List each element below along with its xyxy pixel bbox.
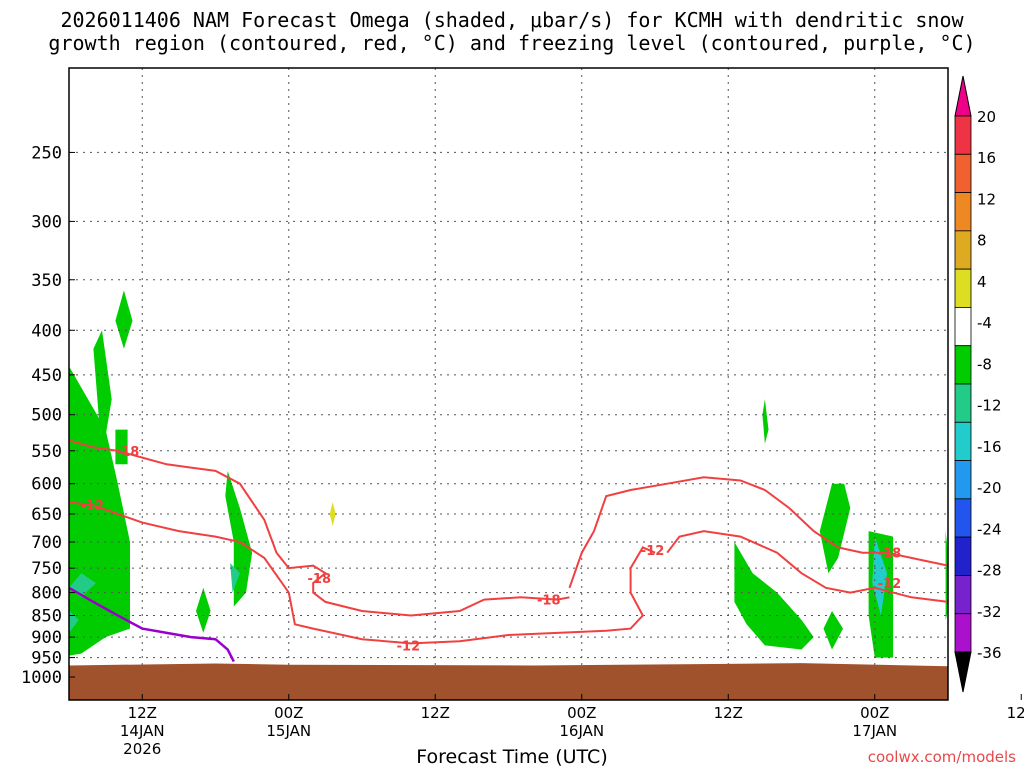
chart-title-line1: 2026011406 NAM Forecast Omega (shaded, μ…	[60, 8, 964, 32]
omega-region-3	[115, 429, 128, 465]
colorbar-label-13: -36	[977, 644, 1002, 662]
chart-title-line2: growth region (contoured, red, °C) and f…	[48, 31, 976, 55]
contour-label-4: -18	[537, 594, 561, 609]
xtick-date-1: 15JAN	[266, 722, 311, 740]
dgz-minus18-contour-1	[568, 476, 949, 589]
ytick-label-450: 450	[31, 366, 62, 386]
colorbar-top-arrow	[954, 75, 972, 117]
ytick-label-350: 350	[31, 271, 62, 291]
colorbar-label-7: -12	[977, 397, 1002, 415]
omega-shading-layer	[69, 290, 948, 658]
ytick-label-750: 750	[31, 559, 62, 579]
colorbar-segment-5	[954, 307, 972, 347]
dgz-minus12-contour-1	[666, 530, 949, 603]
colorbar-label-3: 8	[977, 232, 987, 250]
colorbar-label-10: -24	[977, 520, 1002, 538]
ground-terrain	[69, 663, 948, 700]
colorbar-segment-6	[954, 345, 972, 385]
ytick-label-250: 250	[31, 143, 62, 163]
xtick-year-0: 2026	[123, 740, 161, 758]
omega-region-4	[225, 470, 253, 607]
omega-region-2	[115, 290, 133, 349]
contour-label-1: -12	[80, 499, 104, 514]
contour-label-5: -12	[641, 544, 665, 559]
colorbar-segment-7	[954, 383, 972, 423]
xtick-label-6: 12Z	[1007, 704, 1024, 722]
colorbar-label-11: -28	[977, 562, 1002, 580]
omega-region-10	[823, 611, 843, 650]
axes: 2503003504004505005506006507007508008509…	[21, 67, 1024, 758]
ytick-label-600: 600	[31, 475, 62, 495]
contour-label-6: -18	[878, 547, 902, 562]
colorbar-label-2: 12	[977, 190, 996, 208]
omega-region-1	[93, 330, 112, 458]
colorbar-segment-4	[954, 268, 972, 308]
xtick-label-5: 00Z	[860, 704, 889, 722]
colorbar-label-12: -32	[977, 603, 1002, 621]
colorbar-label-6: -8	[977, 355, 992, 373]
colorbar-label-8: -16	[977, 438, 1002, 456]
colorbar-label-1: 16	[977, 149, 996, 167]
xtick-label-4: 12Z	[714, 704, 743, 722]
colorbar: 20 16 12 8 4 -4 -8 -12 -16 -20 -24 -28 -32 -36	[954, 75, 1002, 693]
contour-label-7: -12	[878, 577, 902, 592]
colorbar-label-9: -20	[977, 479, 1002, 497]
contour-layer: -18 -12 -18 -12 -18 -12 -18 -12	[68, 439, 949, 663]
ytick-label-300: 300	[31, 212, 62, 232]
colorbar-segment-0	[954, 115, 972, 155]
ytick-label-650: 650	[31, 505, 62, 525]
colorbar-label-5: -4	[977, 314, 992, 332]
xtick-date-0: 14JAN	[120, 722, 165, 740]
site-credit: coolwx.com/models	[867, 748, 1016, 766]
xtick-label-2: 12Z	[421, 704, 450, 722]
colorbar-segment-1	[954, 153, 972, 193]
omega-region-15	[872, 536, 887, 616]
xtick-date-5: 17JAN	[852, 722, 897, 740]
x-axis-title: Forecast Time (UTC)	[416, 746, 608, 768]
ytick-label-900: 900	[31, 628, 62, 648]
ytick-label-850: 850	[31, 607, 62, 627]
dgz-minus18-contour-0	[68, 439, 570, 617]
ytick-label-800: 800	[31, 584, 62, 604]
colorbar-bottom-arrow	[954, 651, 972, 693]
omega-region-14	[230, 563, 240, 593]
ytick-label-550: 550	[31, 442, 62, 462]
xtick-label-0: 12Z	[128, 704, 157, 722]
dgz-minus12-contour-0	[68, 501, 656, 645]
colorbar-segment-9	[954, 460, 972, 500]
ytick-label-400: 400	[31, 321, 62, 341]
colorbar-segment-11	[954, 536, 972, 576]
ytick-label-1000: 1000	[21, 668, 62, 688]
omega-region-7	[734, 542, 814, 650]
colorbar-segment-8	[954, 421, 972, 461]
contour-label-0: -18	[116, 445, 140, 460]
xtick-label-3: 00Z	[567, 704, 596, 722]
colorbar-label-0: 20	[977, 108, 996, 126]
ytick-label-700: 700	[31, 533, 62, 553]
colorbar-segment-12	[954, 575, 972, 615]
ytick-label-950: 950	[31, 649, 62, 669]
ytick-label-500: 500	[31, 406, 62, 426]
colorbar-segment-3	[954, 230, 972, 270]
plot-frame	[68, 67, 949, 701]
colorbar-segment-13	[954, 613, 972, 653]
plot-area	[69, 68, 948, 700]
xtick-label-1: 00Z	[274, 704, 303, 722]
xtick-date-3: 16JAN	[559, 722, 604, 740]
omega-region-13	[69, 611, 79, 633]
omega-positive-0	[329, 501, 336, 526]
contour-label-3: -12	[397, 639, 421, 654]
colorbar-segment-10	[954, 498, 972, 538]
colorbar-segment-2	[954, 192, 972, 232]
colorbar-label-4: 4	[977, 273, 987, 291]
ground-layer	[69, 663, 948, 700]
freezing-level-contour	[68, 586, 235, 663]
omega-region-8	[819, 483, 851, 574]
contour-label-2: -18	[308, 572, 332, 587]
omega-region-6	[762, 399, 769, 444]
omega-region-5	[196, 587, 211, 633]
